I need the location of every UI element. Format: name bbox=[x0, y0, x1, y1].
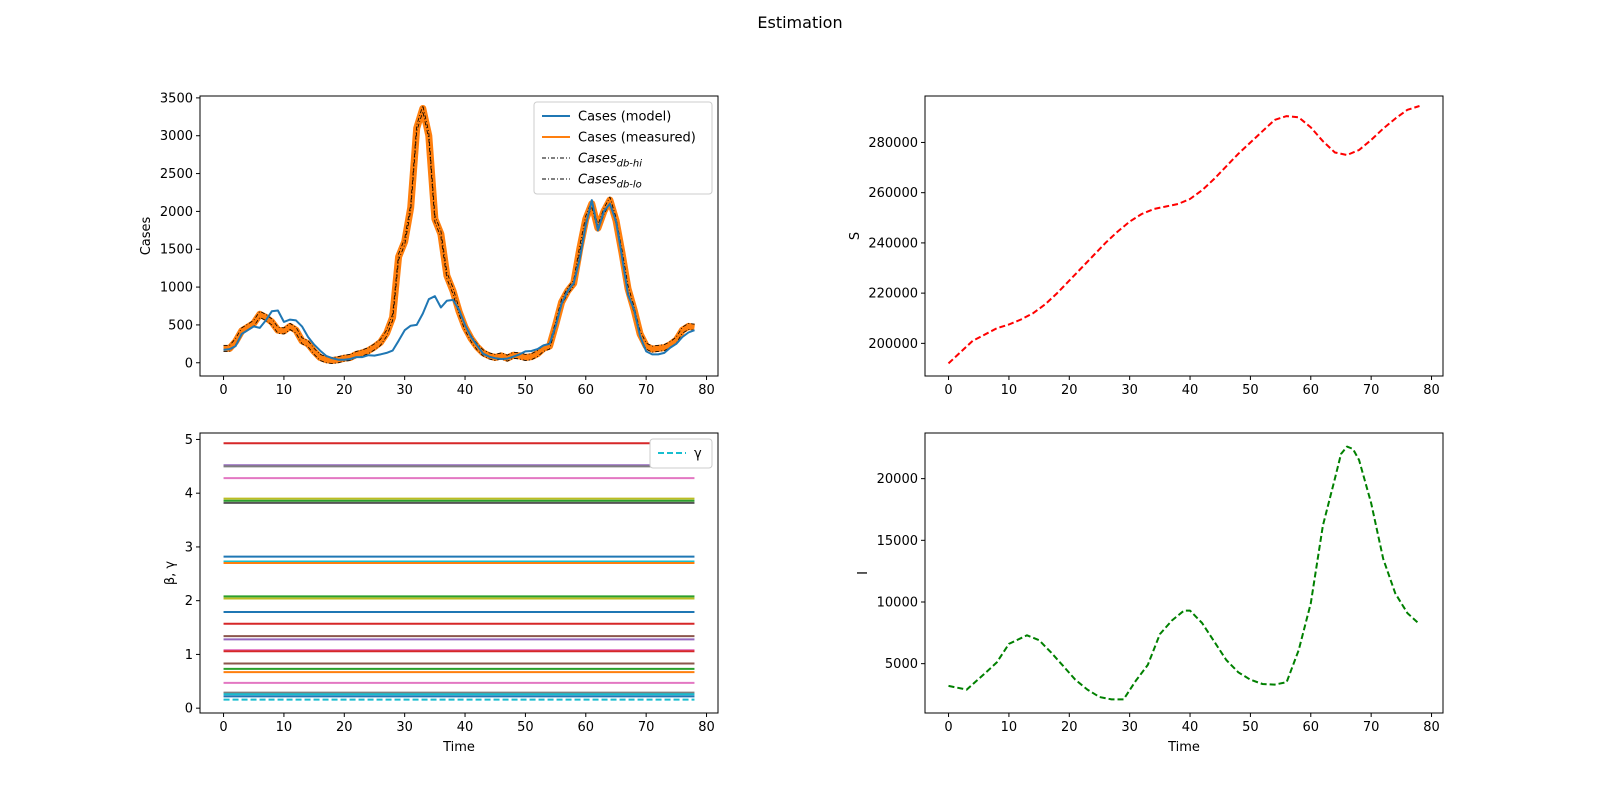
figure-title: Estimation bbox=[757, 13, 842, 32]
x-tick-label: 70 bbox=[1363, 383, 1380, 398]
y-tick-label: 10000 bbox=[877, 595, 918, 610]
x-tick-label: 30 bbox=[396, 720, 413, 735]
y-tick-label: 20000 bbox=[877, 472, 918, 487]
y-tick-label: 3000 bbox=[160, 129, 193, 144]
x-tick-label: 0 bbox=[944, 383, 952, 398]
y-tick-label: 200000 bbox=[868, 337, 918, 352]
x-tick-label: 20 bbox=[1061, 383, 1078, 398]
series-line-i bbox=[948, 445, 1421, 701]
x-tick-label: 40 bbox=[1182, 720, 1199, 735]
y-tick-label: 2 bbox=[185, 594, 193, 609]
y-tick-label: 1000 bbox=[160, 281, 193, 296]
x-tick-label: 10 bbox=[276, 383, 293, 398]
x-tick-label: 20 bbox=[336, 383, 353, 398]
y-tick-label: 280000 bbox=[868, 136, 918, 151]
y-axis-label: S bbox=[848, 232, 863, 240]
y-tick-label: 240000 bbox=[868, 236, 918, 251]
legend-label: Casesdb-hi bbox=[578, 152, 642, 170]
x-tick-label: 80 bbox=[1423, 720, 1440, 735]
series-line-db-lo bbox=[223, 111, 695, 364]
x-tick-label: 10 bbox=[276, 720, 293, 735]
x-tick-label: 60 bbox=[1303, 720, 1320, 735]
x-tick-label: 0 bbox=[219, 383, 227, 398]
y-tick-label: 260000 bbox=[868, 186, 918, 201]
plot-frame bbox=[924, 432, 1444, 714]
x-tick-label: 80 bbox=[1423, 383, 1440, 398]
y-tick-label: 0 bbox=[185, 702, 193, 717]
legend-label: Casesdb-lo bbox=[578, 173, 642, 191]
legend-box bbox=[533, 101, 713, 195]
y-tick-label: 2500 bbox=[160, 167, 193, 182]
susceptible-panel: 0 10 20 30 40 50 60 70 80 200000 220000 240000 26000… bbox=[848, 95, 1444, 398]
y-tick-label: 500 bbox=[168, 318, 193, 333]
x-tick-label: 10 bbox=[1001, 383, 1018, 398]
x-tick-label: 60 bbox=[1303, 383, 1320, 398]
x-tick-label: 70 bbox=[1363, 720, 1380, 735]
legend-label: γ bbox=[694, 447, 702, 462]
x-axis-label: Time bbox=[442, 740, 475, 755]
x-tick-label: 50 bbox=[1242, 383, 1259, 398]
x-tick-label: 30 bbox=[1121, 720, 1138, 735]
x-tick-label: 20 bbox=[336, 720, 353, 735]
y-tick-label: 220000 bbox=[868, 287, 918, 302]
y-tick-label: 3500 bbox=[160, 91, 193, 106]
x-tick-label: 60 bbox=[578, 383, 595, 398]
infected-panel: 0 10 20 30 40 50 60 70 80 5000 10000 15000 20000 Time… bbox=[856, 432, 1444, 755]
y-tick-label: 5000 bbox=[885, 657, 918, 672]
series-line-db-hi bbox=[223, 105, 695, 358]
x-tick-label: 60 bbox=[578, 720, 595, 735]
y-tick-label: 1500 bbox=[160, 243, 193, 258]
x-tick-label: 50 bbox=[1242, 720, 1259, 735]
y-tick-label: 5 bbox=[185, 433, 193, 448]
y-tick-label: 1 bbox=[185, 648, 193, 663]
y-tick-label: 2000 bbox=[160, 205, 193, 220]
x-tick-label: 10 bbox=[1001, 720, 1018, 735]
x-tick-label: 40 bbox=[457, 720, 474, 735]
y-axis-label: Cases bbox=[139, 216, 154, 255]
legend-label: Cases (model) bbox=[578, 110, 671, 125]
y-tick-label: 15000 bbox=[877, 534, 918, 549]
x-tick-label: 80 bbox=[698, 383, 715, 398]
x-tick-label: 70 bbox=[638, 720, 655, 735]
beta-gamma-panel: 0 10 20 30 40 50 60 70 80 0 1 2 3 4 5 Time β, γ γ bbox=[163, 432, 719, 755]
x-tick-label: 50 bbox=[517, 383, 534, 398]
x-tick-label: 70 bbox=[638, 383, 655, 398]
x-tick-label: 30 bbox=[396, 383, 413, 398]
x-tick-label: 30 bbox=[1121, 383, 1138, 398]
y-axis-label: β, γ bbox=[163, 561, 178, 586]
plot-frame bbox=[924, 95, 1444, 377]
legend-label: Cases (measured) bbox=[578, 131, 696, 146]
x-tick-label: 20 bbox=[1061, 720, 1078, 735]
x-axis-label: Time bbox=[1167, 740, 1200, 755]
x-tick-label: 40 bbox=[457, 383, 474, 398]
series-line-s bbox=[947, 105, 1420, 365]
y-tick-label: 4 bbox=[185, 487, 193, 502]
plot-frame bbox=[199, 432, 719, 714]
cases-panel: 0 10 20 30 40 50 60 70 80 0 500 1000 1500 2000 2500 300… bbox=[139, 91, 719, 398]
x-tick-label: 0 bbox=[944, 720, 952, 735]
x-tick-label: 80 bbox=[698, 720, 715, 735]
x-tick-label: 40 bbox=[1182, 383, 1199, 398]
y-tick-label: 0 bbox=[185, 356, 193, 371]
x-tick-label: 50 bbox=[517, 720, 534, 735]
y-tick-label: 3 bbox=[185, 540, 193, 555]
plot-frame bbox=[199, 95, 719, 377]
y-axis-label: I bbox=[856, 571, 871, 575]
series-line-model bbox=[223, 199, 695, 361]
x-tick-label: 0 bbox=[219, 720, 227, 735]
